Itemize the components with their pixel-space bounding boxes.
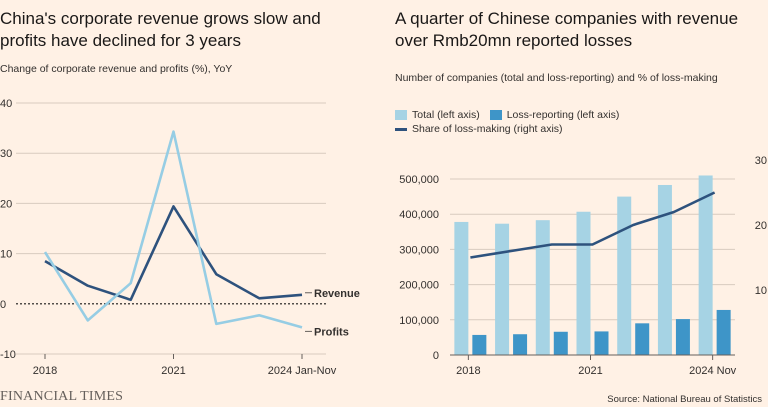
series-label-revenue: Revenue: [314, 288, 360, 300]
series-line-revenue: [44, 205, 303, 302]
series-line-profits: [43, 130, 303, 329]
legend-swatch-loss: [489, 110, 502, 120]
legend-label-loss: Loss-reporting (left axis): [506, 109, 620, 121]
left-axis-tick-label: 400,000: [399, 209, 439, 221]
bar-total: [698, 175, 713, 355]
source-note: Source: National Bureau of Statistics: [607, 394, 762, 405]
legend-item-share: Share of loss-making (right axis): [395, 122, 619, 136]
x-tick-label: 2021: [161, 365, 185, 377]
left-chart-subtitle: Change of corporate revenue and profits …: [0, 63, 233, 75]
left-axis-tick-label: 300,000: [399, 244, 439, 256]
right-chart-subtitle: Number of companies (total and loss-repo…: [395, 72, 718, 84]
bar-loss-reporting: [472, 334, 487, 355]
series-label-profits: Profits: [314, 326, 349, 338]
left-line-chart: 40 30 20 10 0 -10 2018 2021 2024 Jan-Nov Revenue P…: [0, 98, 360, 377]
bar-loss-reporting: [553, 331, 568, 355]
legend-item-loss: Loss-reporting (left axis): [489, 108, 620, 122]
left-axis-tick-label: 200,000: [399, 280, 439, 292]
right-axis-tick-label: 10: [755, 285, 767, 297]
x-tick-label: 2021: [578, 365, 602, 377]
y-tick-label: 0: [0, 299, 6, 311]
right-chart-legend: Total (left axis) Loss-reporting (left a…: [395, 108, 619, 136]
right-axis-tick-label: 30: [755, 155, 767, 167]
right-axis-tick-label: 20: [755, 220, 767, 232]
left-axis-tick-label: 0: [433, 350, 439, 362]
x-tick-label: 2018: [33, 365, 57, 377]
bar-total: [576, 211, 591, 355]
legend-label-share: Share of loss-making (right axis): [412, 123, 563, 135]
bar-loss-reporting: [594, 331, 609, 355]
bar-loss-reporting: [675, 319, 690, 355]
x-tick-label: 2018: [456, 365, 480, 377]
ft-logo: FINANCIAL TIMES: [0, 389, 124, 404]
bar-total: [454, 221, 469, 355]
bar-total: [535, 220, 550, 355]
series-line-share: [470, 191, 716, 259]
bar-loss-reporting: [513, 334, 528, 355]
right-chart-title: A quarter of Chinese companies with reve…: [395, 9, 739, 50]
y-tick-label: 40: [0, 98, 12, 110]
right-bar-chart: 500,000 400,000 300,000 200,000 100,000 0 30 20…: [399, 155, 767, 377]
y-tick-label: -10: [0, 349, 16, 361]
legend-item-total: Total (left axis): [395, 108, 480, 122]
x-tick-label: 2024 Jan-Nov: [268, 365, 337, 377]
y-tick-label: 10: [0, 249, 12, 261]
bar-loss-reporting: [635, 323, 650, 355]
left-axis-tick-label: 100,000: [399, 315, 439, 327]
bar-total: [495, 223, 510, 355]
left-chart-title: China's corporate revenue grows slow and…: [0, 9, 321, 50]
legend-swatch-share: [395, 127, 407, 131]
legend-label-total: Total (left axis): [412, 109, 480, 121]
bar-total: [617, 196, 632, 355]
bar-loss-reporting: [716, 309, 731, 355]
bar-total: [657, 184, 672, 355]
legend-swatch-total: [395, 110, 407, 120]
y-tick-label: 30: [0, 148, 12, 160]
x-tick-label: 2024 Nov: [689, 365, 737, 377]
left-axis-tick-label: 500,000: [399, 174, 439, 186]
y-tick-label: 20: [0, 198, 12, 210]
